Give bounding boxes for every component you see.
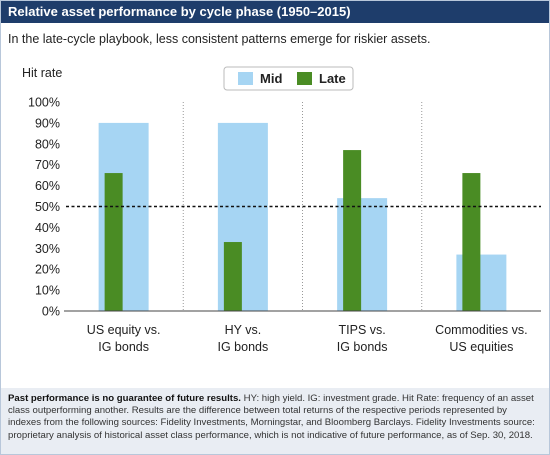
chart-subtitle: In the late-cycle playbook, less consist… (8, 32, 431, 46)
y-tick-label-0: 0% (42, 305, 60, 319)
footnote-bold: Past performance is no guarantee of futu… (8, 393, 241, 404)
y-tick-label-10: 100% (28, 96, 60, 110)
footnote: Past performance is no guarantee of futu… (1, 388, 549, 454)
y-tick-label-2: 20% (35, 263, 60, 277)
y-axis-ticks: 0% 10% 20% 30% 40% 50% 60% 70% 80% 90% 100% (28, 96, 60, 319)
bar-late-2 (343, 150, 362, 311)
category-separators (182, 102, 423, 311)
x-tick-label-0-0: US equity vs. (87, 323, 161, 337)
x-axis-labels: US equity vs. IG bonds HY vs. IG bonds TIPS … (87, 323, 528, 354)
bar-late-3 (462, 173, 481, 311)
x-tick-label-0-1: IG bonds (98, 340, 149, 354)
legend: Mid Late (223, 66, 354, 91)
legend-swatch-1 (297, 72, 312, 85)
legend-label-1: Late (319, 71, 346, 86)
x-tick-label-2-1: IG bonds (337, 340, 388, 354)
y-tick-label-3: 30% (35, 242, 60, 256)
x-tick-label-2-0: TIPS vs. (339, 323, 386, 337)
bar-late-0 (104, 173, 123, 311)
x-tick-label-3-1: US equities (449, 340, 513, 354)
x-tick-label-3-0: Commodities vs. (435, 323, 527, 337)
y-tick-label-6: 60% (35, 179, 60, 193)
y-tick-label-8: 80% (35, 137, 60, 151)
y-tick-label-9: 90% (35, 116, 60, 130)
y-tick-label-7: 70% (35, 158, 60, 172)
y-tick-label-5: 50% (35, 200, 60, 214)
legend-swatch-0 (238, 72, 253, 85)
bars (98, 122, 507, 312)
legend-box (223, 66, 354, 91)
page-title: Relative asset performance by cycle phas… (1, 1, 549, 23)
x-tick-label-1-1: IG bonds (218, 340, 269, 354)
y-tick-label-4: 40% (35, 221, 60, 235)
bar-late-1 (223, 242, 242, 311)
footnote-text: HY: high yield. IG: investment grade. Hi… (8, 393, 535, 441)
bar-chart: Hit rate Mid Late 0% 10% 20% 30% 40% 50% 60% 70%… (22, 66, 541, 354)
y-tick-label-1: 10% (35, 284, 60, 298)
chart-panel: Hit rate Mid Late 0% 10% 20% 30% 40% 50% 60% 70%… (4, 59, 547, 371)
y-axis-label: Hit rate (22, 66, 62, 80)
legend-label-0: Mid (260, 71, 282, 86)
x-tick-label-1-0: HY vs. (225, 323, 262, 337)
